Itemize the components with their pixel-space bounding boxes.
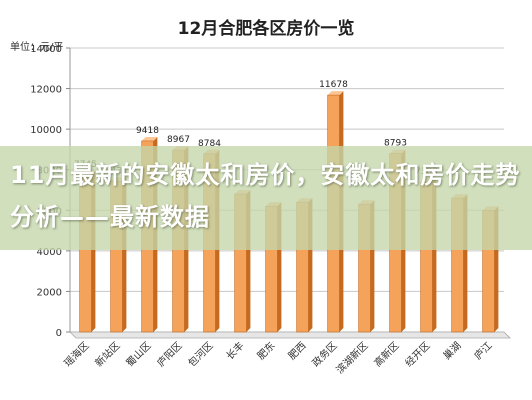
y-axis-unit-label: 单位：元/平 [10, 40, 63, 53]
category-label: 滨湖新区 [333, 339, 370, 376]
category-label: 高新区 [371, 339, 401, 369]
value-label: 9418 [136, 126, 159, 136]
value-label: 8967 [167, 135, 190, 145]
category-label: 瑶海区 [61, 339, 91, 369]
bar-top [141, 136, 158, 141]
category-label: 蜀山区 [124, 340, 154, 370]
y-tick-label: 12000 [30, 85, 62, 96]
category-label: 包河区 [185, 339, 215, 369]
category-label: 政务区 [309, 339, 339, 369]
category-label: 经开区 [402, 339, 432, 369]
y-tick-label: 0 [56, 328, 62, 339]
chart-floor [69, 331, 511, 339]
category-label: 肥西 [286, 340, 309, 363]
value-label: 8793 [384, 139, 407, 149]
y-tick-label: 14000 [30, 44, 62, 55]
value-label: 8784 [198, 139, 221, 149]
value-label: 11678 [319, 80, 348, 90]
y-tick-label: 4000 [37, 247, 62, 258]
category-label: 巢湖 [440, 339, 463, 362]
category-label: 庐阳区 [154, 339, 184, 369]
banner-text: 11月最新的安徽太和房价，安徽太和房价走势分析——最新数据 [10, 161, 521, 231]
title-banner: 11月最新的安徽太和房价，安徽太和房价走势分析——最新数据 [0, 146, 532, 250]
category-label: 新站区 [92, 339, 122, 369]
bar-top [327, 91, 344, 96]
y-tick-label: 2000 [37, 287, 62, 298]
chart-title: 12月合肥各区房价一览 [178, 18, 355, 39]
y-tick-label: 10000 [30, 125, 62, 136]
category-label: 庐江 [471, 339, 494, 362]
category-label: 长丰 [223, 339, 246, 362]
category-label: 肥东 [254, 339, 277, 362]
